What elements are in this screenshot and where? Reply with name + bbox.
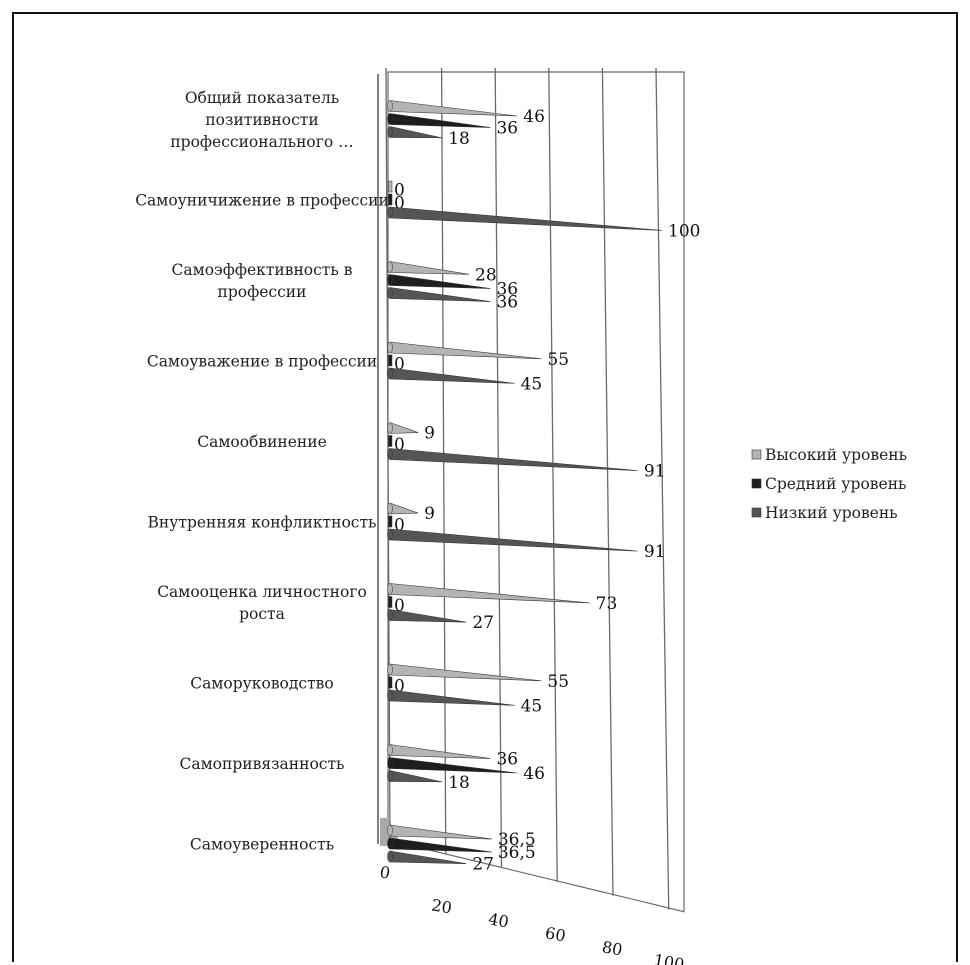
cone-bar bbox=[388, 515, 393, 528]
plot-back-wall bbox=[387, 71, 685, 913]
cone-base bbox=[387, 126, 393, 138]
data-label: 36 bbox=[496, 750, 518, 770]
cone-base bbox=[387, 367, 393, 380]
data-label: 0 bbox=[394, 515, 405, 535]
data-label: 28 bbox=[475, 265, 497, 285]
cone-bar bbox=[388, 354, 393, 367]
cone-base bbox=[387, 824, 393, 837]
gridline-60 bbox=[548, 67, 558, 882]
data-label: 46 bbox=[523, 764, 545, 784]
category-label: Самоуверенность bbox=[190, 836, 334, 854]
data-label: 91 bbox=[644, 462, 666, 482]
legend-label: Средний уровень bbox=[765, 475, 906, 493]
cone-base bbox=[387, 113, 393, 125]
data-label: 18 bbox=[448, 773, 470, 793]
data-label: 0 bbox=[394, 676, 405, 696]
data-label: 36,5 bbox=[498, 843, 536, 863]
data-label: 36 bbox=[496, 280, 518, 300]
data-label: 0 bbox=[394, 596, 405, 616]
cone-base bbox=[387, 528, 393, 541]
data-label: 0 bbox=[394, 435, 405, 455]
cone-base bbox=[387, 663, 393, 676]
cone-bar bbox=[388, 193, 393, 206]
data-label: 45 bbox=[521, 374, 543, 394]
cone-bar bbox=[388, 180, 393, 193]
chart-frame bbox=[12, 12, 958, 962]
cone-base bbox=[387, 837, 393, 850]
cone-base bbox=[387, 422, 393, 434]
category-label: Самооценка личностного роста bbox=[157, 583, 367, 623]
category-label: Самопривязанность bbox=[180, 755, 345, 773]
category-label: Общий показатель позитивности профессионал… bbox=[170, 89, 353, 151]
category-label: Самообвинение bbox=[197, 433, 327, 451]
category-label: Самоэффективность в профессии bbox=[172, 261, 353, 301]
legend-swatch bbox=[751, 507, 762, 518]
cone-base bbox=[387, 274, 393, 286]
data-label: 9 bbox=[424, 504, 435, 524]
cone-base bbox=[387, 206, 393, 219]
cone-base bbox=[387, 770, 393, 782]
x-tick-label: 20 bbox=[430, 895, 453, 917]
cone-base bbox=[387, 757, 393, 769]
legend-label: Низкий уровень bbox=[765, 504, 898, 522]
data-label: 9 bbox=[424, 424, 435, 444]
x-tick-label: 100 bbox=[652, 950, 685, 965]
cone-bar bbox=[388, 435, 393, 447]
data-label: 46 bbox=[523, 107, 545, 127]
x-tick-label: 0 bbox=[378, 862, 391, 882]
cone-base bbox=[387, 287, 393, 299]
cone-base bbox=[387, 261, 393, 273]
cone-base bbox=[387, 689, 393, 702]
data-label: 100 bbox=[668, 221, 700, 241]
gridline-40 bbox=[494, 67, 503, 868]
data-label: 55 bbox=[547, 672, 569, 692]
x-tick-label: 40 bbox=[487, 909, 510, 931]
gridline-80 bbox=[601, 67, 614, 896]
data-label: 36,5 bbox=[498, 830, 536, 850]
data-label: 0 bbox=[394, 180, 405, 200]
data-label: 45 bbox=[521, 696, 543, 716]
data-label: 55 bbox=[547, 350, 569, 370]
cone-bar bbox=[388, 676, 393, 689]
x-tick-label: 60 bbox=[544, 923, 567, 945]
cone-base bbox=[387, 341, 393, 354]
data-label: 18 bbox=[448, 129, 470, 149]
data-label: 0 bbox=[394, 354, 405, 374]
legend-label: Высокий уровень bbox=[765, 446, 907, 464]
data-label: 36 bbox=[496, 293, 518, 313]
data-label: 0 bbox=[394, 193, 405, 213]
cone-base bbox=[387, 609, 393, 621]
data-label: 36 bbox=[496, 119, 518, 139]
cone-base bbox=[387, 100, 393, 112]
data-label: 91 bbox=[644, 542, 666, 562]
category-label: Самоуважение в профессии bbox=[147, 353, 377, 371]
gridline-100 bbox=[655, 67, 670, 910]
data-label: 27 bbox=[472, 855, 494, 875]
category-label: Самоуничижение в профессии bbox=[135, 192, 389, 210]
cone-base bbox=[387, 502, 393, 515]
legend-swatch bbox=[751, 478, 762, 489]
data-label: 73 bbox=[596, 594, 618, 614]
cone-base bbox=[387, 448, 393, 460]
data-label: 27 bbox=[472, 613, 494, 633]
cone-base bbox=[387, 850, 393, 863]
legend-swatch bbox=[751, 449, 762, 460]
x-tick-label: 80 bbox=[601, 937, 624, 959]
cone-base bbox=[387, 583, 393, 595]
category-label: Внутренняя конфликтность bbox=[148, 514, 377, 532]
category-label: Саморуководство bbox=[190, 675, 333, 693]
cone-base bbox=[387, 744, 393, 756]
cone-bar bbox=[388, 596, 393, 608]
